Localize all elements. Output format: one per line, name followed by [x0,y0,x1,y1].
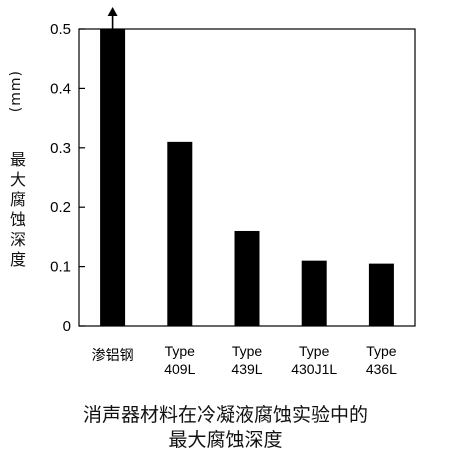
bar [100,29,126,326]
y-tick-label: 0.2 [50,199,71,216]
x-tick-label: Type 430J1L [291,343,337,377]
bar-chart: 0 0.1 0.2 0.3 0.4 0.5 渗铝钢 Type 409L Type 439L Type 4… [50,7,416,377]
y-axis-label: 最大腐蚀深度 [9,150,26,269]
overflow-arrow-icon [107,7,118,16]
bar [368,263,394,326]
chart-caption-line-2: 最大腐蚀深度 [168,429,283,451]
y-tick-label: 0.4 [50,80,71,97]
x-tick-label: Type 439L [231,343,262,377]
bar [234,230,260,326]
y-tick-label: 0.1 [50,259,71,276]
x-tick-label: Type 409L [164,343,195,377]
bar [167,141,193,326]
y-tick-label: 0 [63,318,71,335]
y-tick-label: 0.3 [50,140,71,157]
chart-caption-line-1: 消声器材料在冷凝液腐蚀实验中的 [82,404,368,426]
y-tick-label: 0.5 [50,21,71,38]
bar [301,260,327,326]
x-tick-label: Type 436L [366,343,397,377]
x-tick-label: 渗铝钢 [92,347,134,363]
